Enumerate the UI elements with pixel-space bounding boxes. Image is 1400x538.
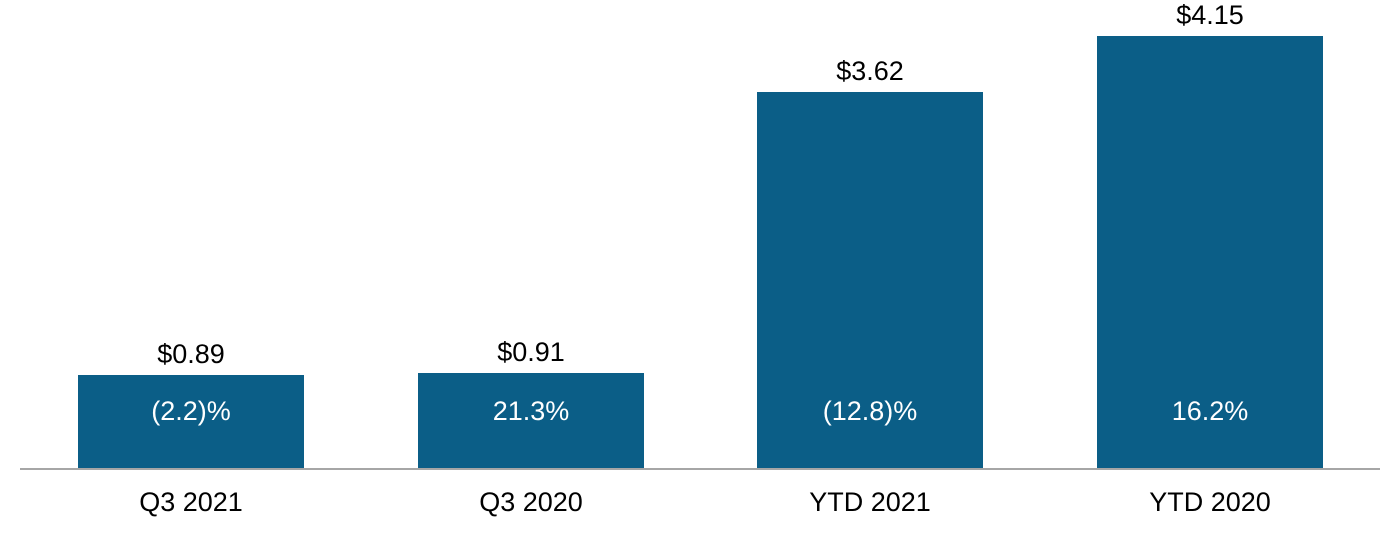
x-axis-label: YTD 2021 [809,487,931,517]
bar-percent-label: 16.2% [1171,396,1249,426]
bar-value-label: $0.89 [157,339,225,369]
bar-value-label: $0.91 [497,337,565,367]
bar-ytd-2021 [757,92,983,468]
bar-percent-label: (2.2)% [151,396,231,426]
bar-value-label: $3.62 [836,56,904,86]
bar-q3-2020 [418,373,644,468]
bar-percent-label: (12.8)% [822,396,918,426]
x-axis-label: Q3 2020 [479,487,583,517]
x-axis-label: YTD 2020 [1149,487,1271,517]
bar-ytd-2020 [1097,36,1323,468]
x-axis-line [20,468,1380,470]
bar-q3-2021 [78,375,304,468]
bar-value-label: $4.15 [1176,0,1244,30]
bar-percent-label: 21.3% [492,396,570,426]
x-axis-label: Q3 2021 [139,487,243,517]
